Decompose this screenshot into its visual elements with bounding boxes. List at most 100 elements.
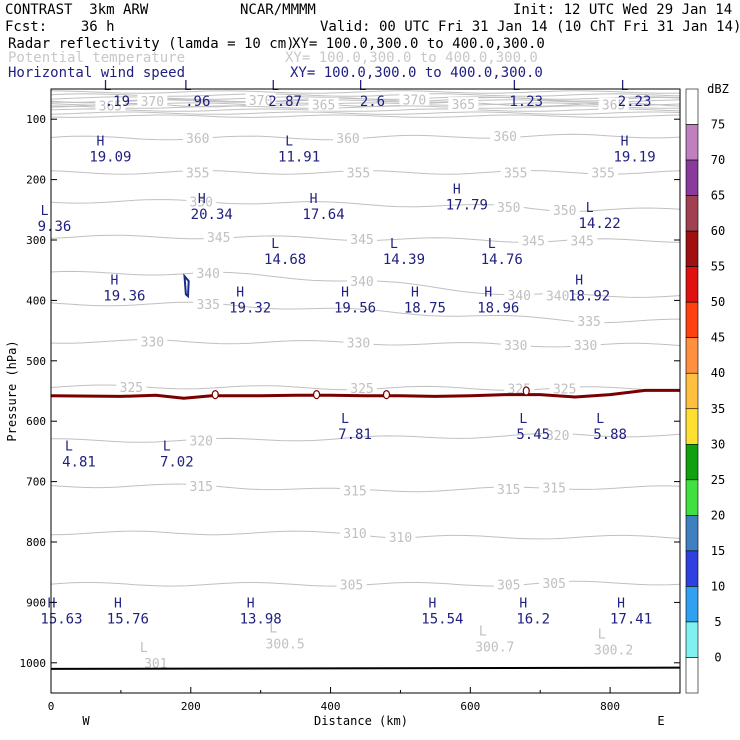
colorbar-level-label: 55	[711, 260, 725, 274]
theta-label-bg	[308, 97, 339, 111]
theta-low-value: 300.5	[266, 638, 305, 653]
wind-extremum-value: 1.23	[509, 94, 543, 110]
theta-label-bg	[333, 130, 364, 144]
wind-extremum-marker: L	[163, 439, 171, 454]
y-tick-label: 200	[26, 174, 46, 187]
theta-label-bg	[542, 288, 573, 302]
wind-extremum-marker: H	[236, 285, 244, 300]
colorbar-level-label: 25	[711, 473, 725, 487]
theta-contour-upper	[50, 108, 681, 112]
colorbar-level-label: 50	[711, 295, 725, 309]
field-wind-xy: XY= 100.0,300.0 to 400.0,300.0	[290, 65, 543, 81]
colorbar-swatch	[685, 550, 699, 587]
theta-label-bg	[399, 92, 430, 106]
freezing-level-marker	[211, 390, 219, 400]
colorbar-level-label: 70	[711, 153, 725, 167]
wind-extremum-value: 18.92	[568, 288, 610, 304]
theta-label-bg	[340, 483, 371, 497]
theta-label: 305	[497, 578, 520, 593]
wind-extremum-marker: H	[575, 273, 583, 288]
wind-extremum-value: 2.87	[268, 94, 302, 110]
theta-label-bg	[574, 313, 605, 327]
theta-label-bg	[588, 165, 619, 179]
freezing-level-marker	[312, 390, 321, 400]
theta-label-bg	[343, 165, 374, 179]
wind-extremum-value: 17.64	[302, 207, 344, 223]
theta-contour-labels: 370 370 370 365 365 365 365 360 360 360 355 355 355 3…	[95, 92, 633, 672]
wind-extremum-marker: H	[247, 596, 255, 611]
theta-label: 350	[497, 201, 520, 216]
theta-low-value: 301	[144, 657, 167, 672]
theta-label: 315	[542, 482, 565, 497]
wind-extremum-value: 2.6	[360, 94, 385, 110]
theta-low-value: 300.7	[475, 641, 514, 656]
valid-time: Valid: 00 UTC Fri 31 Jan 14 (10 ChT Fri …	[320, 19, 740, 35]
theta-label: 340	[546, 290, 569, 305]
theta-label: 355	[186, 166, 209, 181]
theta-label-bg	[116, 379, 147, 393]
theta-label: 340	[197, 267, 220, 282]
x-tick-label: 800	[600, 700, 620, 713]
colorbar-swatch	[685, 195, 699, 232]
theta-label-bg	[542, 428, 573, 442]
wind-extremum-marker: L	[390, 237, 398, 252]
wind-extremum-value: 17.79	[446, 198, 488, 214]
wind-extremum-marker: L	[285, 134, 293, 149]
wind-extremum-marker: L	[271, 237, 279, 252]
y-tick-label: 300	[26, 234, 46, 247]
wind-extremum-value: 4.81	[62, 454, 96, 470]
wind-extremum-marker: L	[488, 237, 496, 252]
colorbar-level-label: 30	[711, 437, 725, 451]
field-theta-xy: XY= 100.0,300.0 to 400.0,300.0	[285, 50, 538, 66]
colorbar-level-label: 35	[711, 402, 725, 416]
colorbar-level-label: 0	[714, 650, 721, 664]
theta-label-bg	[347, 274, 378, 288]
theta-label-bg	[182, 130, 213, 144]
wind-extrema-labels: L.19L.96L2.87L2.6L1.23L2.23H19.09L11.91H…	[38, 79, 656, 628]
theta-label-bg	[493, 199, 524, 213]
theta-label: 330	[347, 337, 370, 352]
wind-extremum-marker: L	[271, 79, 279, 94]
theta-label: 355	[504, 166, 527, 181]
theta-label-bg	[493, 577, 524, 591]
wind-extremum-value: 15.63	[40, 611, 82, 627]
wind-extremum-value: 15.54	[421, 611, 463, 627]
colorbar-swatch	[685, 124, 699, 161]
colorbar-level-label: 10	[711, 579, 725, 593]
colorbar-swatch	[685, 230, 699, 267]
theta-low-value: 300.2	[594, 644, 633, 659]
wind-extremum-value: 18.75	[404, 300, 446, 316]
wind-extremum-value: 11.91	[278, 149, 320, 165]
theta-label-bg	[549, 202, 580, 216]
colorbar-level-label: 15	[711, 544, 725, 558]
wind-extremum-value: 19.19	[613, 149, 655, 165]
theta-label: 345	[350, 233, 373, 248]
wind-extremum-value: 2.23	[618, 94, 652, 110]
y-tick-label: 900	[26, 596, 46, 609]
wind-extremum-value: 7.02	[160, 454, 194, 470]
source-label: NCAR/MMMM	[240, 2, 316, 18]
theta-label: 340	[350, 275, 373, 290]
theta-label: 370	[403, 93, 426, 108]
y-tick-label: 800	[26, 536, 46, 549]
field-reflectivity-xy: XY= 100.0,300.0 to 400.0,300.0	[292, 36, 545, 52]
wind-extremum-marker: L	[359, 79, 367, 94]
theta-label: 335	[577, 315, 600, 330]
colorbar-swatch	[685, 586, 699, 623]
freezing-level-marker	[522, 386, 530, 396]
theta-label: 360	[336, 132, 359, 147]
freezing-level-marker	[382, 390, 391, 400]
theta-label: 320	[190, 435, 213, 450]
theta-label: 310	[343, 527, 366, 542]
theta-low-marker: L	[479, 625, 487, 640]
theta-label-bg	[186, 478, 217, 492]
theta-label-bg	[95, 98, 126, 112]
wind-extremum-value: 14.39	[383, 252, 425, 268]
theta-label: 315	[343, 485, 366, 500]
wind-extremum-value: 19.36	[103, 288, 145, 304]
colorbar-swatch	[685, 88, 699, 125]
wind-extremum-value: 9.36	[38, 219, 72, 235]
theta-label-bg	[245, 92, 276, 106]
wind-extremum-value: 16.2	[516, 611, 550, 627]
wind-extremum-marker: H	[96, 134, 104, 149]
